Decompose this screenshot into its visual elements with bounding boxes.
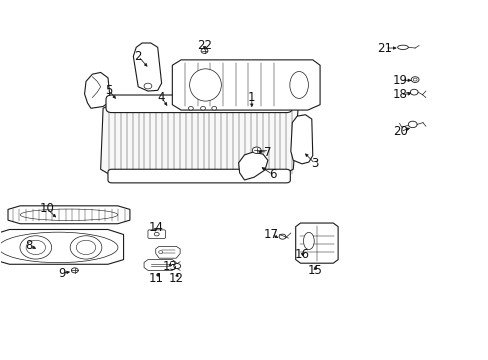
Polygon shape: [8, 206, 130, 224]
Circle shape: [144, 83, 152, 89]
Ellipse shape: [303, 232, 314, 249]
Polygon shape: [0, 229, 123, 264]
Text: 14: 14: [148, 221, 163, 234]
Circle shape: [200, 107, 205, 110]
Text: 4: 4: [158, 91, 165, 104]
Polygon shape: [84, 72, 110, 108]
Text: 11: 11: [148, 272, 163, 285]
Polygon shape: [133, 43, 161, 91]
Text: 16: 16: [294, 248, 309, 261]
Polygon shape: [295, 223, 337, 263]
Ellipse shape: [76, 240, 96, 255]
Polygon shape: [156, 246, 180, 258]
Circle shape: [201, 48, 207, 53]
Text: 5: 5: [105, 84, 112, 97]
Text: 1: 1: [247, 91, 255, 104]
Circle shape: [71, 268, 78, 273]
Polygon shape: [172, 60, 320, 110]
Circle shape: [154, 232, 159, 236]
Circle shape: [409, 89, 417, 95]
Text: 22: 22: [197, 39, 212, 52]
Text: 7: 7: [264, 145, 271, 158]
Text: 18: 18: [392, 88, 407, 101]
Text: 17: 17: [264, 228, 278, 241]
FancyBboxPatch shape: [148, 230, 165, 238]
Circle shape: [410, 77, 418, 82]
FancyBboxPatch shape: [106, 95, 292, 113]
Ellipse shape: [189, 69, 221, 101]
Circle shape: [407, 121, 416, 128]
Polygon shape: [101, 101, 298, 176]
Ellipse shape: [26, 240, 45, 255]
Text: 19: 19: [392, 74, 407, 87]
Polygon shape: [144, 260, 176, 270]
Circle shape: [279, 234, 285, 239]
Text: 6: 6: [268, 168, 276, 181]
Text: 2: 2: [134, 50, 142, 63]
Text: 8: 8: [25, 239, 33, 252]
Polygon shape: [238, 152, 267, 180]
Ellipse shape: [70, 236, 102, 259]
FancyBboxPatch shape: [108, 169, 290, 183]
Circle shape: [211, 107, 216, 110]
Circle shape: [188, 107, 193, 110]
Text: 15: 15: [307, 264, 322, 277]
Text: 13: 13: [163, 260, 178, 273]
Circle shape: [158, 251, 162, 253]
Text: 9: 9: [58, 267, 65, 280]
Ellipse shape: [397, 45, 407, 49]
Text: 21: 21: [377, 41, 392, 54]
Text: 20: 20: [392, 125, 407, 138]
Text: 3: 3: [311, 157, 318, 170]
Circle shape: [412, 78, 416, 81]
Circle shape: [173, 264, 180, 269]
Polygon shape: [290, 115, 312, 164]
Circle shape: [252, 147, 261, 153]
Ellipse shape: [20, 236, 52, 259]
Text: 10: 10: [40, 202, 54, 215]
Ellipse shape: [289, 72, 308, 98]
Text: 12: 12: [168, 272, 183, 285]
